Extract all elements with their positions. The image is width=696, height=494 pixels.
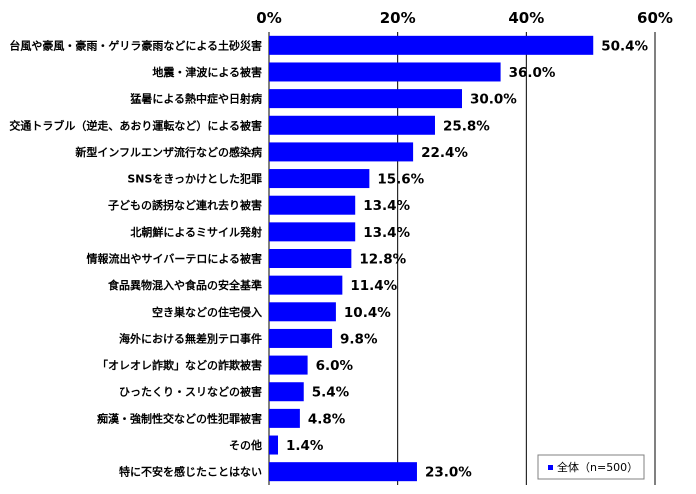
x-tick-label: 20% [380,9,416,27]
bar [269,382,304,402]
category-label: 子どもの誘拐など連れ去り被害 [108,198,262,212]
data-label: 25.8% [443,118,490,134]
category-label: 特に不安を感じたことはない [119,465,262,479]
bar [269,355,308,375]
data-label: 10.4% [344,305,391,321]
data-label: 13.4% [363,198,410,214]
bar [269,435,279,455]
data-label: 11.4% [350,278,397,294]
category-label: 情報流出やサイバーテロによる被害 [87,252,262,266]
data-label: 30.0% [470,92,517,108]
bar [269,169,370,189]
bar [269,222,356,242]
x-tick-label: 0% [256,9,281,27]
category-labels: 台風や豪風・豪雨・ゲリラ豪雨などによる土砂災害地震・津波による被害猛暑による熱中… [9,38,262,478]
category-label: 交通トラブル（逆走、あおり運転など）による被害 [9,118,262,132]
bar [269,89,462,109]
bar [269,195,356,215]
legend-label: 全体（n=500） [557,460,638,474]
data-label: 1.4% [286,438,324,454]
data-label: 13.4% [363,225,410,241]
bar [269,62,501,82]
category-label: 空き巣などの住宅侵入 [152,305,262,319]
category-label: SNSをきっかけとした犯罪 [127,172,262,186]
data-label: 50.4% [601,38,648,54]
bar [269,328,333,348]
bar [269,302,336,322]
data-label: 9.8% [340,331,378,347]
x-tick-label: 40% [508,9,544,27]
bar [269,115,435,135]
data-labels: 50.4% 36.0% 30.0% 25.8% 22.4% 15.6% 13.4% 13.4%… [286,38,649,480]
category-label: 新型インフルエンザ流行などの感染病 [75,145,262,159]
category-label: 台風や豪風・豪雨・ゲリラ豪雨などによる土砂災害 [9,38,262,52]
data-label: 12.8% [359,252,406,268]
bar [269,35,594,55]
data-label: 6.0% [316,358,354,374]
bar [269,275,343,295]
category-label: 「オレオレ詐欺」などの詐欺被害 [97,358,262,372]
data-label: 5.4% [312,385,350,401]
data-label: 15.6% [377,172,424,188]
category-label: その他 [229,438,262,452]
x-tick-label: 60% [637,9,673,27]
category-label: 北朝鮮によるミサイル発射 [130,225,262,239]
data-label: 23.0% [425,465,472,481]
legend-box [537,454,645,480]
bars [269,35,594,482]
category-label: 猛暑による熱中症や日射病 [129,92,262,106]
legend-swatch [548,465,553,470]
data-label: 36.0% [509,65,556,81]
category-label: ひったくり・スリなどの被害 [119,385,262,399]
category-label: 海外における無差別テロ事件 [119,331,262,345]
category-label: 食品異物混入や食品の安全基準 [108,278,262,292]
bar [269,249,352,268]
bar [269,408,300,428]
data-label: 4.8% [308,411,346,427]
category-label: 痴漢・強制性交などの性犯罪被害 [97,411,262,425]
category-label: 地震・津波による被害 [152,65,262,79]
bar [269,142,414,162]
x-axis-ticks: 0% 20% 40% 60% [256,9,673,27]
legend: 全体（n=500） [537,454,645,480]
bar [269,462,417,482]
data-label: 22.4% [421,145,468,161]
